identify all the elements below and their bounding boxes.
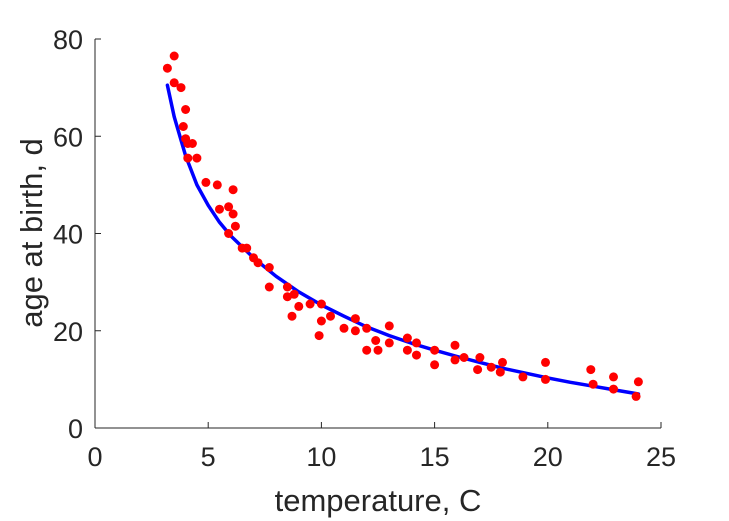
data-point <box>412 338 421 348</box>
data-point <box>609 384 618 394</box>
data-point <box>169 51 179 61</box>
data-point <box>498 357 507 367</box>
data-point <box>228 209 238 219</box>
data-point <box>609 372 618 382</box>
data-point <box>169 78 179 88</box>
data-points-layer <box>162 51 643 401</box>
data-point <box>282 292 292 302</box>
data-point <box>362 323 372 333</box>
fit-curve-layer <box>165 83 641 396</box>
data-point <box>314 331 324 341</box>
data-point <box>495 367 505 377</box>
data-point <box>486 362 496 372</box>
data-point <box>316 316 326 326</box>
data-point <box>384 338 394 348</box>
data-point <box>192 153 202 163</box>
data-point <box>264 282 274 292</box>
tick-labels: 0 5 10 15 20 25 0 20 40 60 80 <box>53 25 676 472</box>
data-point <box>326 311 335 321</box>
data-point <box>294 301 304 311</box>
data-point <box>412 350 421 360</box>
data-point <box>242 243 252 253</box>
data-point <box>289 289 299 299</box>
data-point <box>181 105 191 114</box>
data-point <box>187 139 197 148</box>
data-point <box>339 323 349 333</box>
data-point <box>541 357 550 367</box>
data-point <box>373 345 383 355</box>
data-point <box>287 311 297 321</box>
data-point <box>350 314 360 324</box>
data-point <box>475 353 485 362</box>
data-point <box>362 345 372 355</box>
data-point <box>282 282 292 292</box>
data-point <box>459 353 469 362</box>
data-point <box>450 340 460 350</box>
data-point <box>305 299 315 309</box>
data-point <box>430 360 440 370</box>
data-point <box>253 258 263 268</box>
y-tick-label: 80 <box>53 25 83 55</box>
x-tick-label: 0 <box>87 442 102 472</box>
data-point <box>631 391 641 401</box>
data-point <box>473 365 483 375</box>
data-point <box>212 180 222 190</box>
data-point <box>350 326 360 336</box>
y-tick-label: 0 <box>68 414 83 444</box>
data-point <box>430 345 440 355</box>
y-tick-label: 60 <box>53 122 83 152</box>
data-point <box>230 221 240 231</box>
data-point <box>176 83 186 93</box>
data-point <box>586 365 596 375</box>
fit-curve <box>165 83 641 396</box>
x-tick-label: 10 <box>306 442 336 472</box>
data-point <box>228 185 238 195</box>
x-tick-label: 5 <box>201 442 216 472</box>
y-tick-label: 20 <box>53 317 83 347</box>
data-point <box>224 202 234 212</box>
x-axis-title: temperature, C <box>275 483 482 518</box>
data-point <box>541 374 550 384</box>
data-point <box>215 204 224 214</box>
x-tick-label: 15 <box>420 442 450 472</box>
x-tick-label: 25 <box>646 442 676 472</box>
data-point <box>588 379 598 389</box>
data-point <box>633 377 643 387</box>
x-tick-label: 20 <box>533 442 563 472</box>
data-point <box>183 153 193 163</box>
data-point <box>316 299 326 309</box>
y-tick-label: 40 <box>53 220 83 250</box>
data-point <box>371 336 381 345</box>
data-point <box>402 345 412 355</box>
data-point <box>224 229 234 238</box>
data-point <box>201 177 211 187</box>
data-point <box>450 355 460 365</box>
data-point <box>162 63 172 73</box>
data-point <box>178 122 188 131</box>
data-point <box>402 333 412 343</box>
y-axis-title: age at birth, d <box>14 138 49 328</box>
data-point <box>518 372 528 382</box>
data-point <box>384 321 394 331</box>
ticks <box>94 38 662 429</box>
data-point <box>264 263 274 272</box>
